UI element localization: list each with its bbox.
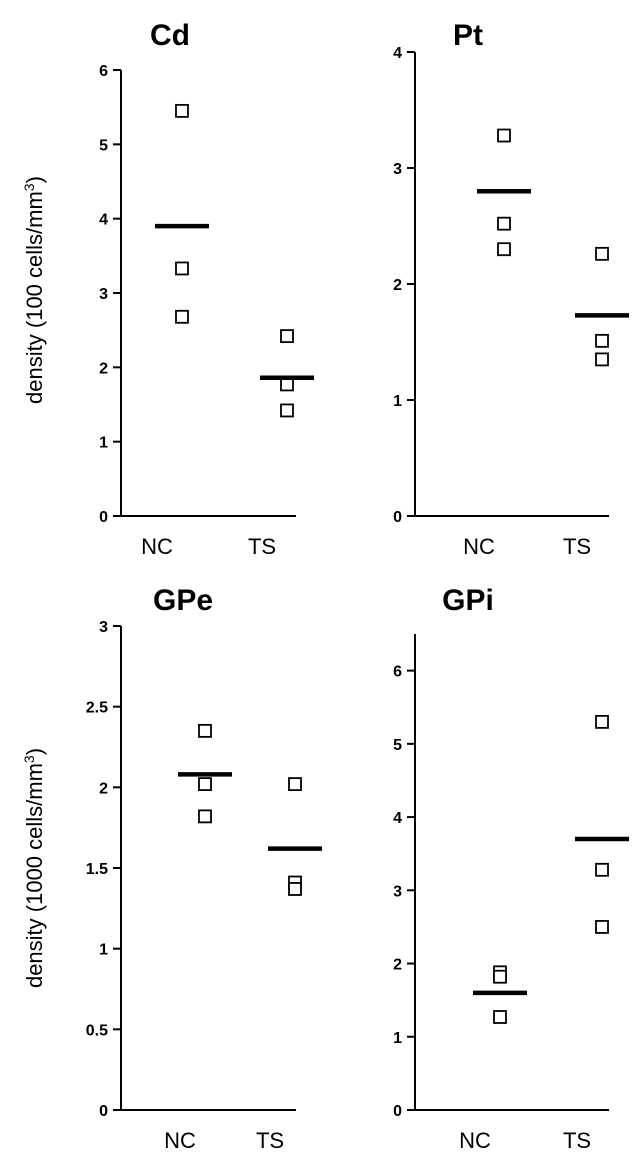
y-tick-label: 0 [393,1103,402,1120]
data-point [497,216,511,231]
data-point [288,777,302,792]
y-tick-label: 4 [393,45,402,62]
data-point [288,882,302,896]
data-point [198,809,212,824]
y-tick-label: 5 [99,137,108,154]
data-point [595,333,609,348]
data-point [175,261,189,276]
y-tick-label: 2.5 [86,700,108,717]
x-category-label: TS [248,534,276,559]
x-category-label: NC [459,1128,491,1153]
chart-panel-0: Cd 0 1 2 3 4 5 6 NC TS density (100 cells/mm3) [21,19,314,559]
data-point [493,969,507,984]
y-tick-label: 6 [99,63,108,80]
y-tick-label: 3 [99,619,108,636]
y-tick-label: 2 [393,277,402,294]
y-tick-label: 1 [393,393,402,410]
y-tick-label: 6 [393,664,402,681]
y-tick-label: 4 [393,810,402,827]
y-tick-label: 0.5 [86,1022,108,1039]
x-category-label: TS [256,1128,284,1153]
chart-panel-3: GPi 0 1 2 3 4 5 6 NC TS [393,584,629,1153]
data-point [493,1010,507,1024]
data-point [497,128,511,143]
chart-title: Pt [453,19,483,52]
x-category-label: TS [563,534,591,559]
y-axis-label: density (100 cells/mm3) [21,176,47,404]
y-tick-label: 1 [393,1030,402,1047]
y-tick-label: 1 [99,435,108,452]
chart-title: Cd [150,19,190,52]
data-point [198,777,212,792]
data-point [595,920,609,934]
y-tick-label: 4 [99,212,108,229]
data-point [198,723,212,738]
y-tick-label: 3 [393,161,402,178]
y-tick-label: 1.5 [86,861,108,878]
y-tick-label: 2 [99,360,108,377]
data-point [280,329,294,344]
y-tick-label: 5 [393,737,402,754]
data-point [595,246,609,261]
chart-title: GPi [442,584,494,617]
x-category-label: NC [141,534,173,559]
data-point [280,377,294,392]
data-point [595,714,609,729]
data-point [497,242,511,257]
y-tick-label: 0 [393,509,402,526]
data-point [595,862,609,877]
y-tick-label: 2 [99,780,108,797]
y-tick-label: 0 [99,509,108,526]
data-point [595,352,609,367]
data-point [175,309,189,324]
y-tick-label: 0 [99,1103,108,1120]
y-tick-label: 2 [393,957,402,974]
chart-title: GPe [153,584,213,617]
x-category-label: NC [164,1128,196,1153]
data-point [280,403,294,418]
y-tick-label: 3 [99,286,108,303]
y-tick-label: 1 [99,942,108,959]
chart-panel-1: Pt 0 1 2 3 4 NC TS [393,19,629,559]
x-category-label: NC [463,534,495,559]
chart-panel-2: GPe 0 0.5 1 1.5 2 2.5 3 NC TS density (1000 cells/… [21,584,322,1153]
y-tick-label: 3 [393,883,402,900]
x-category-label: TS [563,1128,591,1153]
y-axis-label: density (1000 cells/mm3) [21,748,47,988]
data-point [175,103,189,118]
